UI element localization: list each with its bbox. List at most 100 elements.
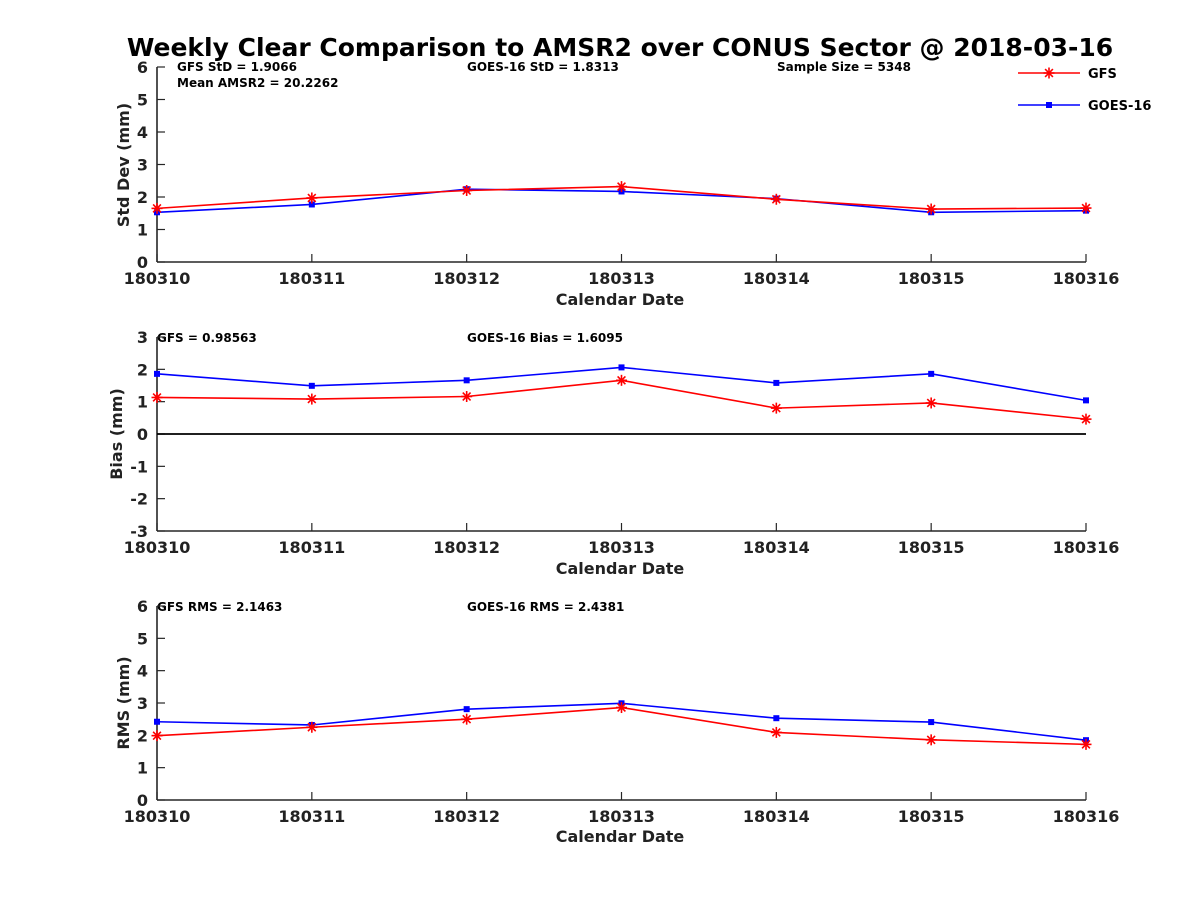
mean-amsr2-annotation: Mean AMSR2 = 20.2262 (177, 76, 338, 90)
x-tick-label: 180312 (433, 538, 500, 557)
data-point-gfs (770, 402, 782, 414)
bias-panel: GFS = 0.98563 GOES-16 Bias = 1.6095 Cale… (107, 328, 1119, 578)
y-tick-label: 3 (137, 694, 148, 713)
x-tick-label: 180313 (588, 538, 655, 557)
data-point-goes16 (773, 715, 780, 722)
data-point-gfs (461, 390, 473, 402)
x-tick-label: 180316 (1053, 807, 1120, 826)
data-point-gfs (616, 374, 627, 386)
y-tick-label: 5 (137, 629, 148, 648)
figure-title: Weekly Clear Comparison to AMSR2 over CO… (127, 33, 1113, 62)
data-point-gfs (1080, 413, 1092, 425)
data-point-goes16 (154, 718, 160, 725)
legend: GFS GOES-16 (1018, 67, 1151, 114)
y-tick-label: 0 (137, 425, 148, 444)
data-point-gfs (770, 726, 782, 738)
x-tick-label: 180314 (743, 269, 810, 288)
gfs-std-annotation: GFS StD = 1.9066 (177, 60, 297, 74)
data-point-gfs (925, 203, 937, 215)
x-tick-label: 180311 (278, 269, 345, 288)
x-tick-label: 180315 (898, 538, 965, 557)
x-tick-label: 180313 (588, 807, 655, 826)
x-tick-label: 180314 (743, 807, 810, 826)
x-tick-label: 180316 (1053, 538, 1120, 557)
y-tick-label: 6 (137, 58, 148, 77)
x-tick-label: 180312 (433, 269, 500, 288)
data-point-goes16 (154, 370, 160, 377)
sample-size-annotation: Sample Size = 5348 (777, 60, 911, 74)
y-tick-label: 5 (137, 91, 148, 110)
x-axis-label: Calendar Date (556, 290, 685, 309)
data-point-gfs (461, 713, 473, 725)
y-tick-label: 4 (137, 123, 148, 142)
data-point-gfs (616, 702, 627, 714)
data-point-gfs (925, 734, 937, 746)
y-tick-label: 4 (137, 662, 148, 681)
y-tick-label: 3 (137, 328, 148, 347)
y-tick-label: -3 (130, 522, 148, 541)
data-point-goes16 (1083, 397, 1089, 404)
x-tick-label: 180315 (898, 269, 965, 288)
x-tick-label: 180316 (1053, 269, 1120, 288)
data-point-goes16 (773, 379, 780, 386)
data-point-gfs (151, 391, 163, 403)
legend-marker-gfs (1043, 67, 1055, 79)
data-point-goes16 (928, 719, 935, 726)
y-axis-label: Std Dev (mm) (114, 103, 133, 227)
y-tick-label: 1 (137, 393, 148, 412)
gfs-bias-annotation: GFS = 0.98563 (157, 331, 257, 345)
goes16-std-annotation: GOES-16 StD = 1.8313 (467, 60, 619, 74)
y-tick-label: 2 (137, 360, 148, 379)
y-tick-label: 2 (137, 726, 148, 745)
legend-marker-goes16 (1046, 102, 1052, 108)
y-axis-label: RMS (mm) (114, 656, 133, 749)
data-point-gfs (151, 202, 163, 214)
x-axis-label: Calendar Date (556, 559, 685, 578)
data-point-goes16 (928, 370, 935, 377)
data-point-gfs (770, 193, 782, 205)
goes16-bias-annotation: GOES-16 Bias = 1.6095 (467, 331, 623, 345)
x-tick-label: 180311 (278, 538, 345, 557)
data-point-gfs (151, 730, 163, 742)
data-point-gfs (306, 192, 318, 204)
x-tick-label: 180313 (588, 269, 655, 288)
data-point-gfs (306, 393, 318, 405)
y-tick-label: 3 (137, 156, 148, 175)
y-axis-label: Bias (mm) (107, 388, 126, 480)
data-point-gfs (925, 397, 937, 409)
legend-label-gfs: GFS (1088, 67, 1117, 82)
data-point-goes16 (463, 706, 470, 713)
x-tick-label: 180311 (278, 807, 345, 826)
y-tick-label: 0 (137, 253, 148, 272)
y-tick-label: 1 (137, 759, 148, 778)
data-point-goes16 (308, 201, 315, 208)
x-axis-label: Calendar Date (556, 827, 685, 846)
x-tick-label: 180310 (124, 269, 191, 288)
data-point-gfs (616, 181, 627, 193)
data-point-gfs (1080, 738, 1092, 750)
std-dev-panel: GFS StD = 1.9066 Mean AMSR2 = 20.2262 GO… (114, 58, 1119, 309)
x-tick-label: 180312 (433, 807, 500, 826)
legend-label-goes16: GOES-16 (1088, 99, 1151, 114)
x-tick-label: 180310 (124, 538, 191, 557)
data-point-gfs (306, 721, 318, 733)
x-tick-label: 180314 (743, 538, 810, 557)
x-tick-label: 180315 (898, 807, 965, 826)
y-tick-label: -2 (130, 490, 148, 509)
y-tick-label: 2 (137, 188, 148, 207)
data-point-gfs (461, 185, 473, 196)
data-point-goes16 (308, 382, 315, 389)
data-point-goes16 (463, 377, 470, 384)
y-tick-label: 1 (137, 221, 148, 240)
rms-panel: GFS RMS = 2.1463 GOES-16 RMS = 2.4381 Ca… (114, 597, 1119, 846)
data-point-goes16 (618, 364, 625, 371)
gfs-rms-annotation: GFS RMS = 2.1463 (157, 600, 282, 614)
y-tick-label: 6 (137, 597, 148, 616)
data-point-gfs (1080, 202, 1092, 214)
goes16-rms-annotation: GOES-16 RMS = 2.4381 (467, 600, 624, 614)
y-tick-label: -1 (130, 457, 148, 476)
y-tick-label: 0 (137, 791, 148, 810)
x-tick-label: 180310 (124, 807, 191, 826)
